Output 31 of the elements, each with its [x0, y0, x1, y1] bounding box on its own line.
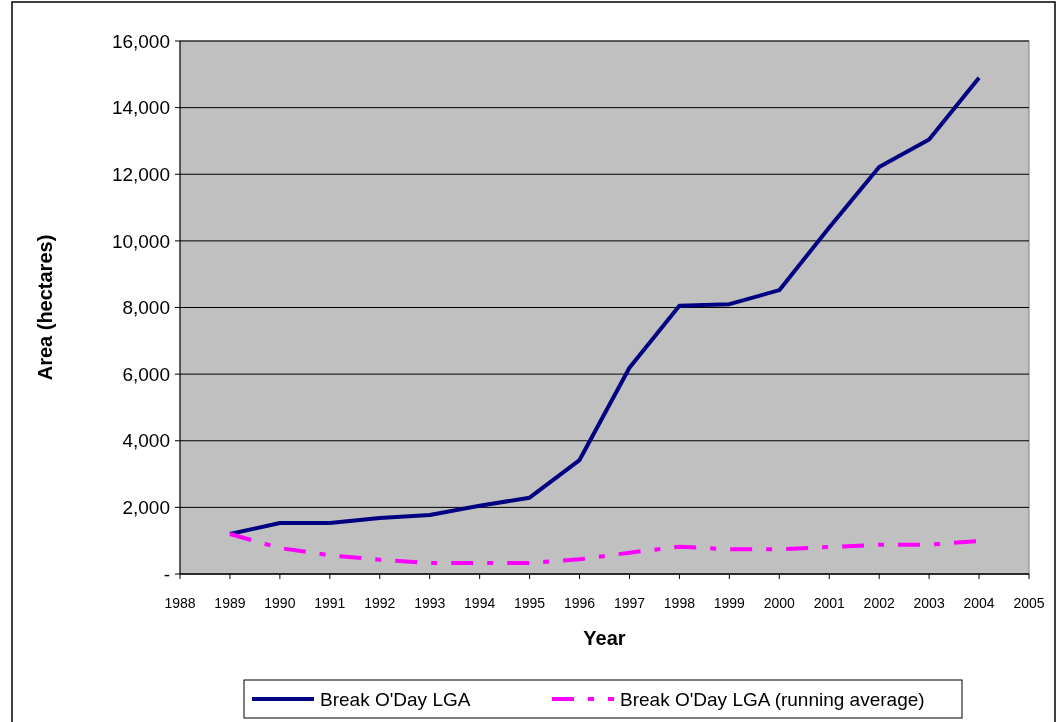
y-tick-label: 6,000: [122, 363, 170, 385]
y-tick-label: 16,000: [111, 30, 170, 52]
x-tick-label: 1995: [514, 595, 546, 611]
x-axis-title: Year: [583, 627, 626, 649]
x-tick-label: 1997: [613, 595, 646, 611]
x-tick-label: 2001: [813, 595, 846, 611]
x-tick-label: 1994: [464, 595, 496, 611]
x-tick-label: 1988: [164, 595, 196, 611]
y-tick-label: 12,000: [111, 163, 170, 185]
x-tick-label: 2005: [1013, 595, 1045, 611]
y-tick-label: 2,000: [122, 497, 170, 519]
x-tick-label: 1991: [314, 595, 346, 611]
x-tick-label: 1990: [264, 595, 296, 611]
x-tick-label: 1996: [563, 595, 596, 611]
legend-label: Break O'Day LGA (running average): [620, 688, 925, 710]
y-tick-label: 8,000: [122, 297, 170, 319]
x-tick-label: 1989: [214, 595, 246, 611]
y-tick-label: 14,000: [111, 97, 170, 119]
x-tick-label: 1992: [364, 595, 396, 611]
y-tick-label: 4,000: [122, 430, 170, 452]
x-tick-label: 1999: [713, 595, 746, 611]
y-tick-label: 10,000: [111, 230, 170, 252]
x-tick-label: 1993: [414, 595, 446, 611]
x-tick-label: 2002: [863, 595, 895, 611]
y-tick-label: -: [163, 563, 170, 585]
legend-label: Break O'Day LGA: [320, 688, 471, 710]
x-tick-label: 1998: [663, 595, 696, 611]
x-tick-label: 2003: [913, 595, 945, 611]
x-tick-label: 2004: [963, 595, 995, 611]
y-axis-title: Area (hectares): [34, 234, 56, 381]
x-tick-label: 2000: [763, 595, 796, 611]
